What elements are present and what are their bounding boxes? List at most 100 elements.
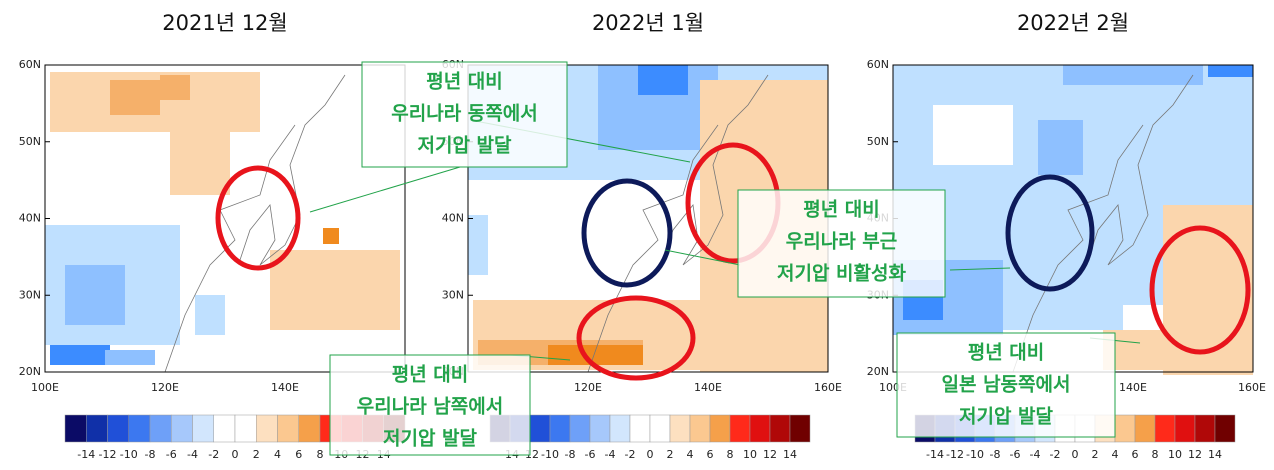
colorbar-label: -10 [966, 448, 984, 461]
colorbar-label: -8 [145, 448, 156, 461]
colorbar-box [589, 414, 611, 443]
colorbar-label: -6 [585, 448, 596, 461]
callout-text: 평년 대비 [392, 364, 469, 386]
lat-label: 40N [442, 212, 464, 225]
highlight-ellipse [581, 178, 673, 288]
colorbar-label: 2 [253, 448, 260, 461]
colorbar-box [669, 414, 691, 443]
colorbar-box [128, 414, 151, 443]
colorbar-box [1134, 414, 1156, 443]
colorbar-box [277, 414, 299, 443]
callout-text: 평년 대비 [803, 199, 880, 221]
anomaly-patch [1103, 330, 1253, 370]
callout-box [737, 189, 946, 298]
anomaly-patch [323, 228, 339, 244]
anomaly-patch [65, 265, 125, 325]
anomaly-patch [468, 215, 488, 275]
colorbar-box [549, 414, 571, 443]
colorbar-label: 0 [232, 448, 239, 461]
colorbar-label: 0 [1072, 448, 1079, 461]
colorbar-label: 10 [1168, 448, 1182, 461]
colorbar-label: -2 [1050, 448, 1061, 461]
colorbar-box [1154, 414, 1176, 443]
colorbar-box [649, 414, 671, 443]
callout-text: 저기압 비활성화 [777, 263, 906, 285]
colorbar-label: -2 [208, 448, 219, 461]
callout-text: 우리나라 동쪽에서 [391, 103, 537, 125]
colorbar-label: -12 [946, 448, 964, 461]
colorbar-box [1214, 414, 1236, 443]
callout-pointer [949, 267, 1011, 271]
colorbar-label: 4 [687, 448, 694, 461]
coastline [164, 74, 346, 373]
colorbar-label: -10 [541, 448, 559, 461]
lon-label: 140E [271, 381, 299, 394]
colorbar-box [213, 414, 236, 443]
colorbar-label: -8 [990, 448, 1001, 461]
colorbar-box [298, 414, 321, 443]
colorbar-box [569, 414, 591, 443]
colorbar-box [689, 414, 711, 443]
colorbar-box [709, 414, 731, 443]
callout-text: 저기압 발달 [383, 428, 478, 450]
colorbar-box [171, 414, 193, 443]
colorbar-label: 6 [295, 448, 302, 461]
anomaly-patch [170, 130, 230, 195]
lon-label: 160E [1238, 381, 1266, 394]
anomaly-patch [105, 350, 155, 365]
colorbar-label: -4 [605, 448, 616, 461]
colorbar-label: 6 [1132, 448, 1139, 461]
colorbar-box [1114, 414, 1136, 443]
colorbar-label: 8 [1152, 448, 1159, 461]
lat-label: 60N [19, 58, 41, 71]
colorbar-label: -6 [1010, 448, 1021, 461]
callout-box [361, 61, 568, 168]
colorbar-box [1194, 414, 1216, 443]
lat-label: 20N [867, 365, 889, 378]
highlight-ellipse [576, 295, 696, 381]
anomaly-patch [1208, 65, 1253, 77]
colorbar-label: -6 [166, 448, 177, 461]
anomaly-patch [933, 105, 1013, 165]
anomaly-patch [638, 65, 688, 95]
coastline [1012, 74, 1194, 373]
panel-title: 2022년 2월 [1017, 11, 1129, 35]
anomaly-patch [50, 345, 110, 365]
highlight-ellipse [1149, 225, 1251, 355]
colorbar-label: 14 [1208, 448, 1222, 461]
lon-label: 140E [1119, 381, 1147, 394]
lat-label: 50N [19, 135, 41, 148]
colorbar-box [769, 414, 791, 443]
lon-label: 100E [31, 381, 59, 394]
callout-text: 우리나라 부근 [786, 231, 898, 253]
anomaly-patch [110, 80, 160, 115]
anomaly-patch [195, 295, 225, 335]
colorbar-label: 12 [763, 448, 777, 461]
colorbar-box [749, 414, 771, 443]
highlight-ellipse [215, 165, 301, 271]
callout-text: 평년 대비 [968, 342, 1045, 364]
colorbar-box [149, 414, 172, 443]
colorbar-label: -8 [565, 448, 576, 461]
colorbar-box [64, 414, 87, 443]
anomaly-patch [1063, 65, 1203, 85]
callout-pointer [309, 166, 461, 213]
colorbar-label: 0 [647, 448, 654, 461]
colorbar-box [192, 414, 214, 443]
lat-label: 40N [19, 212, 41, 225]
colorbar-box [234, 414, 257, 443]
colorbar-box [629, 414, 651, 443]
colorbar-label: -14 [77, 448, 95, 461]
colorbar-label: 2 [667, 448, 674, 461]
callout-box [329, 354, 531, 456]
callout-text: 일본 남동쪽에서 [942, 374, 1071, 396]
lat-label: 60N [867, 58, 889, 71]
colorbar-box [107, 414, 129, 443]
callout-pointer [664, 249, 741, 266]
colorbar-label: 14 [783, 448, 797, 461]
colorbar-label: 12 [1188, 448, 1202, 461]
colorbar-box [789, 414, 811, 443]
colorbar-box [729, 414, 751, 443]
colorbar-label: -2 [625, 448, 636, 461]
colorbar-box [86, 414, 108, 443]
